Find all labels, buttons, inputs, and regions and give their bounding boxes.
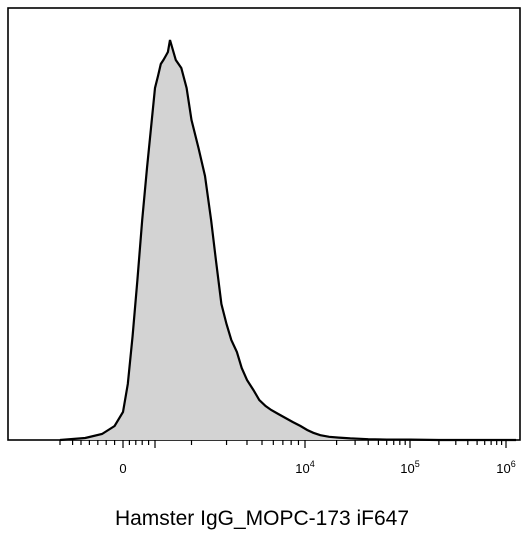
x-axis-tick-labels: 0 104 105 106	[119, 459, 515, 476]
x-tick-label: 105	[400, 459, 419, 476]
x-tick-label: 0	[119, 461, 126, 476]
x-tick-label: 106	[496, 459, 515, 476]
x-axis-title: Hamster IgG_MOPC-173 iF647	[115, 507, 409, 530]
plot-frame	[7, 7, 521, 441]
x-tick-label: 104	[295, 459, 314, 476]
histogram-outline	[59, 39, 516, 442]
x-axis-ticks	[59, 440, 507, 448]
histogram-area	[60, 40, 516, 440]
